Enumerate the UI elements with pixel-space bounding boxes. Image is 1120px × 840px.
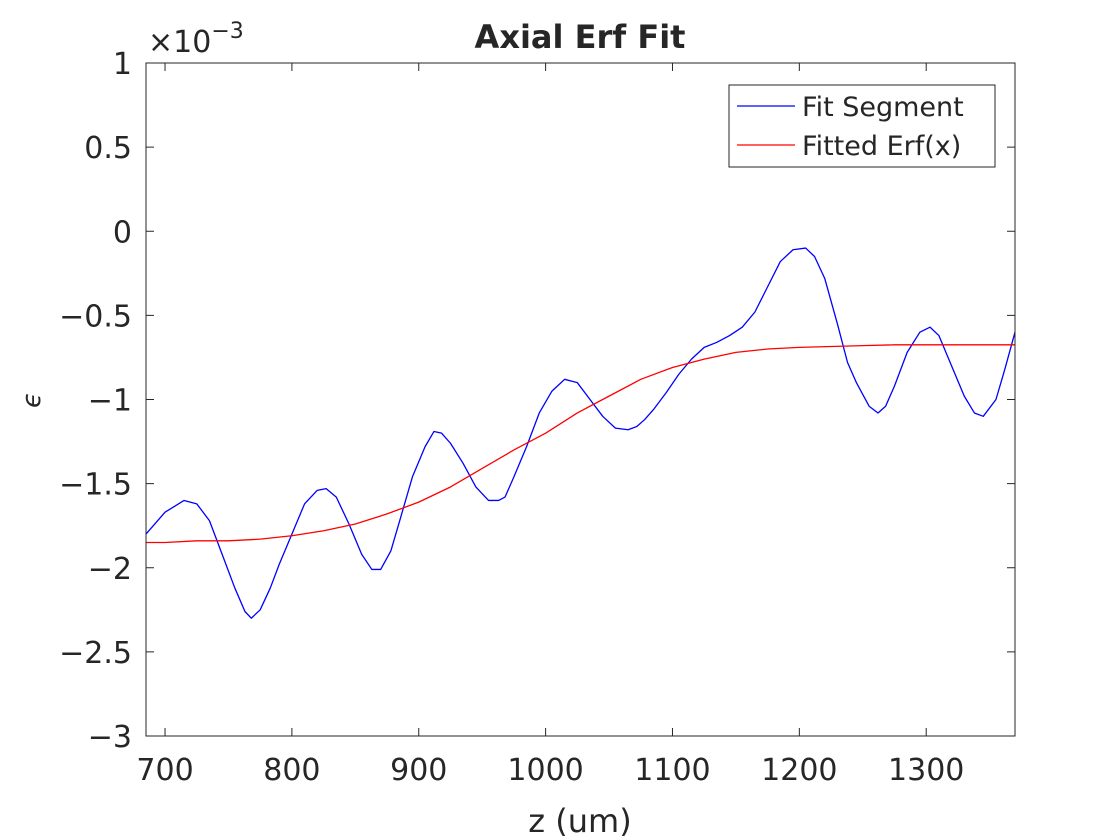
exponent-prefix: ×10 (148, 25, 211, 60)
x-tick-label: 1100 (634, 753, 710, 788)
y-axis-label: ϵ (17, 392, 47, 408)
x-tick-label: 1000 (507, 753, 583, 788)
x-axis-label: z (um) (528, 802, 631, 840)
series-line-fit-segment (145, 247, 1016, 619)
y-tick-label: 0.5 (84, 131, 132, 166)
x-tick-label: 1200 (761, 753, 837, 788)
y-ticks: 1 0.5 0 −0.5 −1 −1.5 −2 −2.5 −3 (59, 47, 1015, 755)
chart-title: Axial Erf Fit (475, 18, 686, 56)
y-tick-label: −2.5 (59, 636, 132, 671)
y-tick-label: −1.5 (59, 468, 132, 503)
legend-label: Fit Segment (802, 92, 964, 123)
x-tick-label: 800 (263, 753, 320, 788)
y-tick-label: −1 (88, 384, 132, 419)
series-layer (145, 247, 1016, 619)
y-tick-label: 0 (113, 215, 132, 250)
plot-background (146, 63, 1015, 736)
legend-box (728, 84, 996, 168)
x-tick-label: 1300 (888, 753, 964, 788)
x-tick-label: 700 (136, 753, 193, 788)
x-tick-label: 900 (390, 753, 447, 788)
legend: Fit Segment Fitted Erf(x) (728, 84, 996, 168)
exponent-power: −3 (211, 19, 243, 44)
y-tick-label: −2 (88, 552, 132, 587)
legend-label: Fitted Erf(x) (802, 131, 961, 162)
svg-text:×10−3: ×10−3 (148, 19, 244, 60)
exponent-label: ×10−3 (148, 19, 244, 60)
x-ticks: 700 800 900 1000 1100 1200 1300 (136, 63, 964, 788)
series-line-fitted-erf (146, 344, 1015, 544)
y-tick-label: −0.5 (59, 299, 132, 334)
y-tick-label: −3 (88, 720, 132, 755)
y-tick-label: 1 (113, 47, 132, 82)
